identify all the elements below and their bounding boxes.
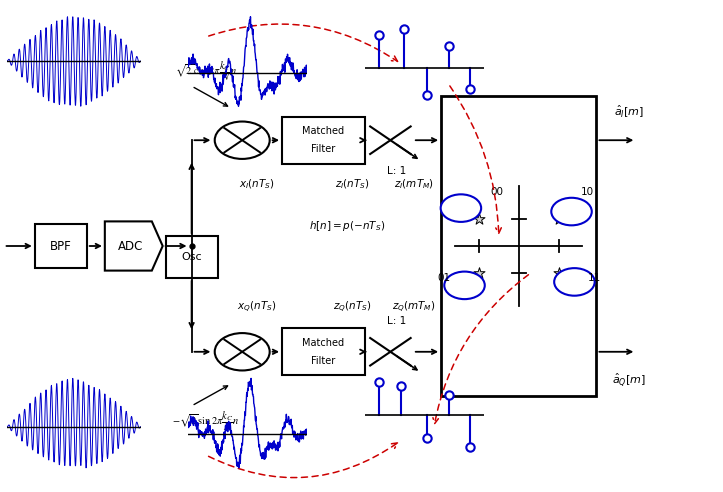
Bar <box>282 117 365 163</box>
Text: $x_Q(nT_S)$: $x_Q(nT_S)$ <box>237 300 276 315</box>
Text: 01: 01 <box>437 273 450 283</box>
Text: $\sqrt{2}\,\cos 2\pi\dfrac{k_C}{N}n$: $\sqrt{2}\,\cos 2\pi\dfrac{k_C}{N}n$ <box>175 60 237 83</box>
Text: $z_Q(nT_S)$: $z_Q(nT_S)$ <box>333 300 372 315</box>
Text: $\hat{a}_I[m]$: $\hat{a}_I[m]$ <box>614 104 644 120</box>
Polygon shape <box>105 221 163 271</box>
Point <box>474 215 485 223</box>
Circle shape <box>444 272 484 299</box>
Circle shape <box>552 198 592 225</box>
Text: BPF: BPF <box>50 240 72 252</box>
Circle shape <box>441 194 482 222</box>
Text: L: 1: L: 1 <box>387 166 406 176</box>
Text: L: 1: L: 1 <box>387 316 406 326</box>
Circle shape <box>555 268 595 296</box>
Text: ADC: ADC <box>117 240 143 252</box>
Text: $z_I(mT_M)$: $z_I(mT_M)$ <box>393 178 434 191</box>
Text: 10: 10 <box>581 187 594 197</box>
Point <box>553 269 565 277</box>
Text: $z_I(nT_S)$: $z_I(nT_S)$ <box>335 178 369 191</box>
Text: Filter: Filter <box>312 144 335 154</box>
Text: Matched: Matched <box>302 126 345 136</box>
Circle shape <box>215 333 270 370</box>
Point <box>553 215 565 223</box>
Text: $-\sqrt{2}\,\sin 2\pi\dfrac{k_C}{N}n$: $-\sqrt{2}\,\sin 2\pi\dfrac{k_C}{N}n$ <box>172 409 240 432</box>
Text: $x_I(nT_S)$: $x_I(nT_S)$ <box>239 178 275 191</box>
Text: Osc: Osc <box>181 252 202 262</box>
Bar <box>166 236 218 278</box>
Bar <box>441 96 596 396</box>
Text: 11: 11 <box>588 273 601 283</box>
Text: 00: 00 <box>491 187 503 197</box>
Text: $h[n]=p(-nT_S)$: $h[n]=p(-nT_S)$ <box>309 219 385 233</box>
Text: Filter: Filter <box>312 356 335 366</box>
Text: $z_Q(mT_M)$: $z_Q(mT_M)$ <box>392 300 435 315</box>
Circle shape <box>215 122 270 159</box>
Point <box>474 269 485 277</box>
Text: Matched: Matched <box>302 338 345 348</box>
Bar <box>282 329 365 375</box>
Bar <box>35 224 87 268</box>
Text: $\hat{a}_Q[m]$: $\hat{a}_Q[m]$ <box>612 371 646 389</box>
